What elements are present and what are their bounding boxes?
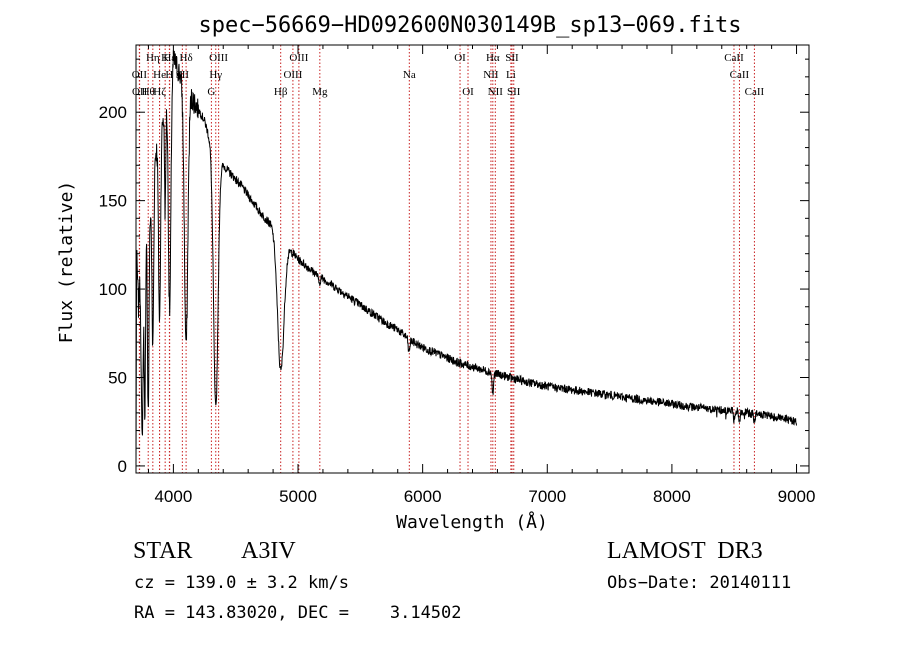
object-subclass: A3IV bbox=[241, 538, 296, 564]
y-tick-label: 200 bbox=[99, 103, 127, 122]
y-tick-label: 0 bbox=[118, 457, 127, 476]
line-label: OI bbox=[454, 52, 466, 64]
line-label: K bbox=[161, 52, 169, 64]
x-tick-label: 5000 bbox=[279, 487, 317, 506]
line-label: CaII bbox=[745, 86, 765, 98]
line-label: Li bbox=[506, 69, 516, 81]
observation-date: Obs−Date: 20140111 bbox=[607, 573, 792, 593]
chart-title: spec−56669−HD092600N030149B_sp13−069.fit… bbox=[198, 13, 741, 38]
line-label: Hη bbox=[146, 52, 160, 64]
line-label: Na bbox=[403, 69, 416, 81]
line-label: OIII bbox=[289, 52, 308, 64]
line-label: H bbox=[165, 69, 173, 81]
x-axis-label: Wavelength (Å) bbox=[396, 511, 548, 533]
line-label: He bbox=[153, 69, 166, 81]
line-label: NII bbox=[488, 86, 504, 98]
y-axis: 0 50 100 150 200 bbox=[99, 58, 809, 476]
x-axis: 4000 5000 6000 7000 8000 9000 bbox=[147, 45, 816, 506]
survey-name: LAMOST DR3 bbox=[607, 538, 763, 564]
line-label: CaII bbox=[730, 69, 750, 81]
line-label: Hζ bbox=[153, 86, 166, 98]
object-class: STAR bbox=[133, 538, 193, 564]
y-axis-label: Flux (relative) bbox=[56, 181, 77, 344]
line-label: Hθ bbox=[142, 86, 155, 98]
line-label: SII bbox=[507, 86, 521, 98]
line-label: OI bbox=[462, 86, 474, 98]
line-label: NII bbox=[483, 69, 499, 81]
line-label: CaII bbox=[724, 52, 744, 64]
y-tick-label: 150 bbox=[99, 192, 127, 211]
line-label: Hγ bbox=[209, 69, 222, 81]
x-tick-label: 7000 bbox=[528, 487, 566, 506]
x-tick-label: 9000 bbox=[778, 487, 816, 506]
line-label: Hβ bbox=[274, 86, 288, 98]
redshift-cz: cz = 139.0 ± 3.2 km/s bbox=[134, 573, 349, 593]
x-tick-label: 4000 bbox=[154, 487, 192, 506]
x-tick-label: 6000 bbox=[404, 487, 442, 506]
y-tick-label: 50 bbox=[108, 368, 127, 387]
line-label: OIII bbox=[209, 52, 228, 64]
line-label: SII bbox=[505, 52, 519, 64]
ra-dec: RA = 143.83020, DEC = 3.14502 bbox=[134, 603, 462, 623]
line-label: Hδ bbox=[180, 52, 193, 64]
line-label: Hα bbox=[486, 52, 500, 64]
line-label: G bbox=[207, 86, 215, 98]
y-tick-label: 100 bbox=[99, 280, 127, 299]
line-label: Mg bbox=[312, 86, 328, 98]
line-label: OII bbox=[132, 69, 148, 81]
spectrum-line bbox=[135, 50, 797, 464]
line-label: OIII bbox=[283, 69, 302, 81]
x-tick-label: 8000 bbox=[653, 487, 691, 506]
spectral-line-markers bbox=[138, 45, 755, 473]
